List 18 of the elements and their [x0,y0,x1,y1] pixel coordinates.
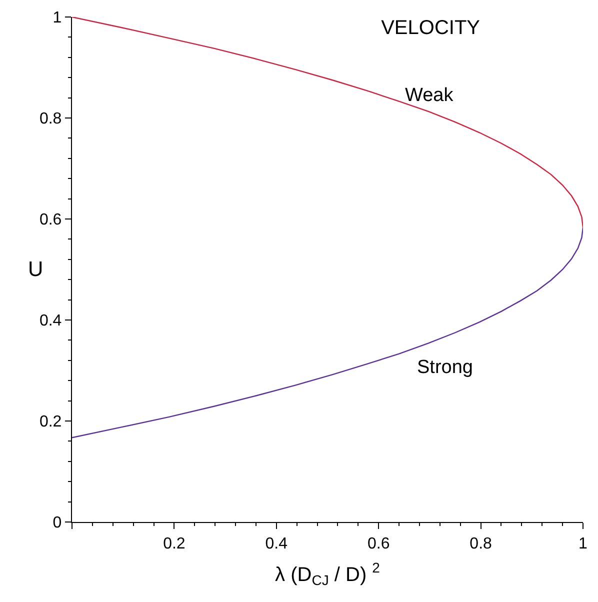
line-series [72,17,583,228]
x-tick-label: 0.6 [367,535,390,552]
annotation: Strong [417,357,473,378]
annotation: Weak [405,85,454,106]
x-axis-title: λ (D$_{CJ}$ / D) $^{2}$ [275,559,380,588]
x-tick-label: 0.2 [163,535,186,552]
chart-title: VELOCITY [381,17,480,40]
x-tick-label: 0.4 [265,535,288,552]
x-tick-label: 0.8 [470,535,492,552]
y-tick-label: 0 [52,514,62,532]
y-tick-label: 0.6 [39,212,62,229]
y-tick-label: 0.8 [39,110,62,128]
line-series [72,226,583,438]
y-tick-label: 0.4 [39,312,62,330]
y-tick-label: 1 [52,10,62,27]
y-axis-title: U [28,258,44,281]
y-tick-label: 0.2 [39,414,62,431]
x-tick-label: 1 [578,535,588,552]
